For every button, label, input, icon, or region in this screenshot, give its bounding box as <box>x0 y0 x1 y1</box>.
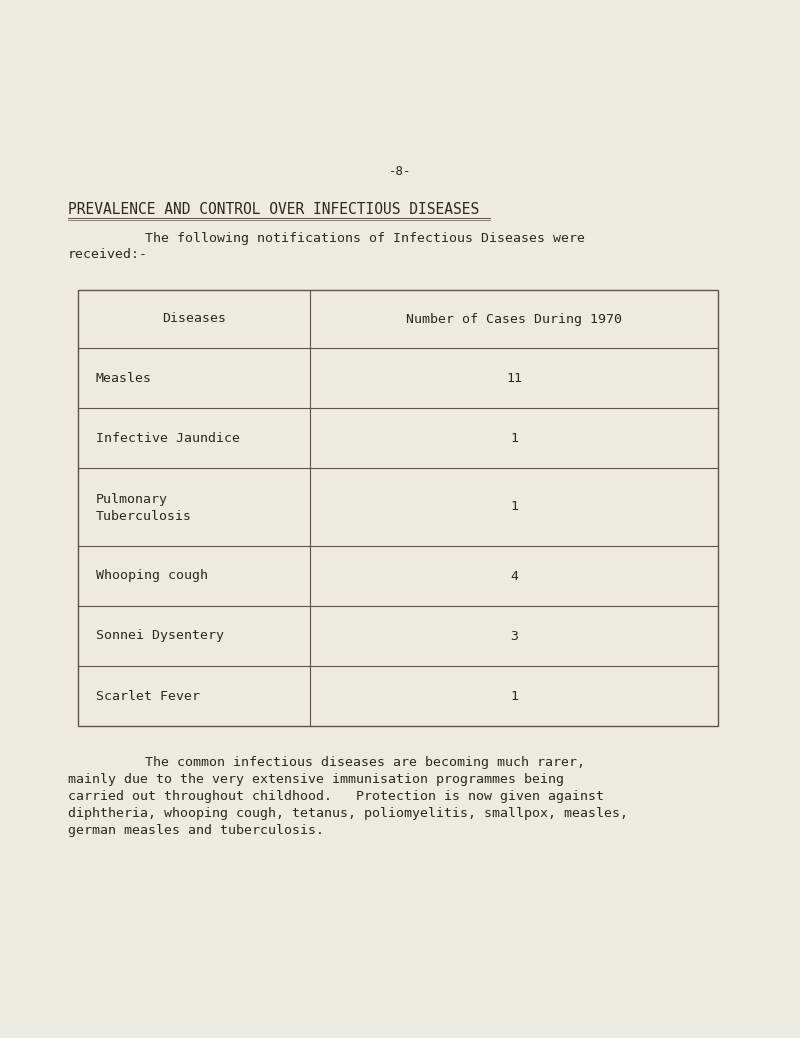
Text: Tuberculosis: Tuberculosis <box>96 511 192 523</box>
Text: Pulmonary: Pulmonary <box>96 492 168 506</box>
Text: Sonnei Dysentery: Sonnei Dysentery <box>96 629 224 643</box>
Text: Whooping cough: Whooping cough <box>96 570 208 582</box>
Text: mainly due to the very extensive immunisation programmes being: mainly due to the very extensive immunis… <box>68 773 564 786</box>
Text: received:-: received:- <box>68 248 148 261</box>
Text: Diseases: Diseases <box>162 312 226 326</box>
Text: 1: 1 <box>510 500 518 514</box>
Text: 3: 3 <box>510 629 518 643</box>
Text: diphtheria, whooping cough, tetanus, poliomyelitis, smallpox, measles,: diphtheria, whooping cough, tetanus, pol… <box>68 807 628 820</box>
Text: PREVALENCE AND CONTROL OVER INFECTIOUS DISEASES: PREVALENCE AND CONTROL OVER INFECTIOUS D… <box>68 202 479 217</box>
Text: carried out throughout childhood.   Protection is now given against: carried out throughout childhood. Protec… <box>68 790 604 803</box>
Text: Measles: Measles <box>96 372 152 384</box>
Text: Infective Jaundice: Infective Jaundice <box>96 432 240 444</box>
Text: -8-: -8- <box>389 165 411 177</box>
Text: Scarlet Fever: Scarlet Fever <box>96 689 200 703</box>
Text: 4: 4 <box>510 570 518 582</box>
Text: german measles and tuberculosis.: german measles and tuberculosis. <box>68 824 324 837</box>
Text: The following notifications of Infectious Diseases were: The following notifications of Infectiou… <box>145 233 585 245</box>
Text: 11: 11 <box>506 372 522 384</box>
Text: Number of Cases During 1970: Number of Cases During 1970 <box>406 312 622 326</box>
Text: 1: 1 <box>510 432 518 444</box>
Text: The common infectious diseases are becoming much rarer,: The common infectious diseases are becom… <box>145 756 585 769</box>
Bar <box>78 290 718 726</box>
Text: 1: 1 <box>510 689 518 703</box>
